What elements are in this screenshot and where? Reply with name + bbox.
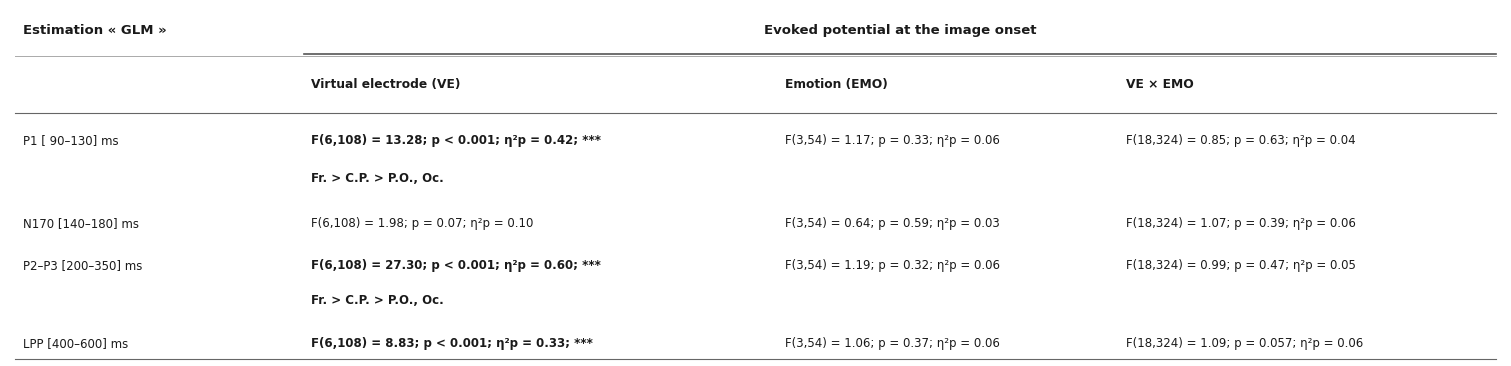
Text: P2–P3 [200–350] ms: P2–P3 [200–350] ms	[23, 259, 142, 272]
Text: VE × EMO: VE × EMO	[1126, 78, 1194, 91]
Text: Estimation « GLM »: Estimation « GLM »	[23, 24, 166, 37]
Text: Fr. > C.P. > P.O., Oc.: Fr. > C.P. > P.O., Oc.	[311, 172, 444, 185]
Text: F(3,54) = 1.17; p = 0.33; η²p = 0.06: F(3,54) = 1.17; p = 0.33; η²p = 0.06	[786, 134, 1000, 147]
Text: P1 [ 90–130] ms: P1 [ 90–130] ms	[23, 134, 118, 147]
Text: LPP [400–600] ms: LPP [400–600] ms	[23, 337, 128, 350]
Text: Evoked potential at the image onset: Evoked potential at the image onset	[763, 24, 1037, 37]
Text: F(6,108) = 13.28; p < 0.001; η²p = 0.42; ***: F(6,108) = 13.28; p < 0.001; η²p = 0.42;…	[311, 134, 601, 147]
Text: F(6,108) = 27.30; p < 0.001; η²p = 0.60; ***: F(6,108) = 27.30; p < 0.001; η²p = 0.60;…	[311, 259, 601, 272]
Text: F(6,108) = 1.98; p = 0.07; η²p = 0.10: F(6,108) = 1.98; p = 0.07; η²p = 0.10	[311, 217, 533, 230]
Text: F(6,108) = 8.83; p < 0.001; η²p = 0.33; ***: F(6,108) = 8.83; p < 0.001; η²p = 0.33; …	[311, 337, 594, 350]
Text: N170 [140–180] ms: N170 [140–180] ms	[23, 217, 139, 230]
Text: Emotion (EMO): Emotion (EMO)	[786, 78, 888, 91]
Text: Fr. > C.P. > P.O., Oc.: Fr. > C.P. > P.O., Oc.	[311, 294, 444, 306]
Text: F(3,54) = 1.19; p = 0.32; η²p = 0.06: F(3,54) = 1.19; p = 0.32; η²p = 0.06	[786, 259, 1000, 272]
Text: F(18,324) = 0.99; p = 0.47; η²p = 0.05: F(18,324) = 0.99; p = 0.47; η²p = 0.05	[1126, 259, 1355, 272]
Text: F(3,54) = 1.06; p = 0.37; η²p = 0.06: F(3,54) = 1.06; p = 0.37; η²p = 0.06	[786, 337, 1000, 350]
Text: Virtual electrode (VE): Virtual electrode (VE)	[311, 78, 461, 91]
Text: F(18,324) = 0.85; p = 0.63; η²p = 0.04: F(18,324) = 0.85; p = 0.63; η²p = 0.04	[1126, 134, 1355, 147]
Text: F(18,324) = 1.07; p = 0.39; η²p = 0.06: F(18,324) = 1.07; p = 0.39; η²p = 0.06	[1126, 217, 1355, 230]
Text: F(3,54) = 0.64; p = 0.59; η²p = 0.03: F(3,54) = 0.64; p = 0.59; η²p = 0.03	[786, 217, 1000, 230]
Text: F(18,324) = 1.09; p = 0.057; η²p = 0.06: F(18,324) = 1.09; p = 0.057; η²p = 0.06	[1126, 337, 1363, 350]
